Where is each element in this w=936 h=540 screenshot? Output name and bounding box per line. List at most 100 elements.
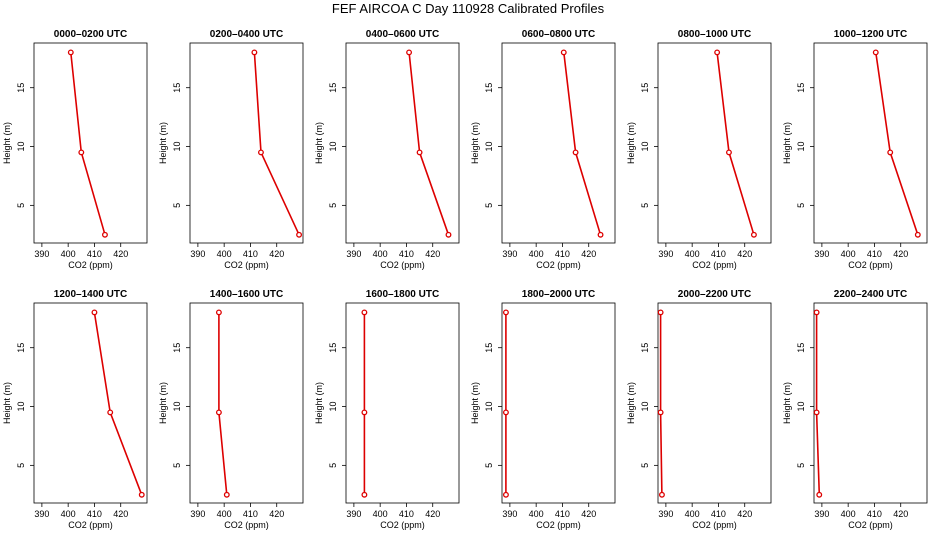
- x-tick-label: 390: [34, 249, 49, 259]
- y-tick-label: 10: [16, 402, 26, 412]
- x-axis-label: CO2 (ppm): [380, 260, 425, 270]
- profile-line: [408, 52, 450, 236]
- y-tick-label: 15: [484, 343, 494, 353]
- x-tick-label: 410: [867, 249, 882, 259]
- x-tick-label: 400: [217, 509, 232, 519]
- x-tick-label: 420: [269, 509, 284, 519]
- x-tick-label: 390: [346, 249, 361, 259]
- x-axis-label: CO2 (ppm): [68, 520, 113, 530]
- profile-point: [597, 231, 604, 238]
- plot-frame: [501, 302, 616, 504]
- y-tick-label: 10: [16, 142, 26, 152]
- panel-10: 1800–2000 UTC 390 400 410 420 5 10 15 CO2 (ppm) H…: [470, 289, 616, 530]
- x-tick-label: 420: [581, 509, 596, 519]
- profile-line: [253, 52, 300, 236]
- x-tick-label: 410: [399, 249, 414, 259]
- profile-point: [914, 231, 921, 238]
- x-tick-label: 410: [243, 509, 258, 519]
- plot-frame: [813, 302, 928, 504]
- profile-point: [502, 491, 509, 498]
- x-tick-label: 410: [243, 249, 258, 259]
- y-tick-label: 15: [328, 83, 338, 93]
- profile-line: [875, 52, 919, 236]
- profile-point: [251, 49, 258, 56]
- y-axis-label: Height (m): [470, 122, 480, 164]
- panel-grid: 0000–0200 UTC 390 400 410 420 5 10 15 CO2 (ppm) H…: [2, 29, 928, 530]
- x-tick-label: 420: [893, 249, 908, 259]
- profile-point: [572, 149, 579, 156]
- profile-line: [93, 312, 143, 496]
- y-tick-label: 10: [484, 142, 494, 152]
- y-tick-label: 15: [640, 343, 650, 353]
- profile-point: [361, 309, 368, 316]
- x-tick-label: 390: [814, 509, 829, 519]
- plot-frame: [657, 302, 772, 504]
- profile-line: [218, 312, 228, 495]
- x-tick-label: 420: [425, 509, 440, 519]
- profile-point: [657, 409, 664, 416]
- plot-frame: [189, 302, 304, 504]
- panel-title: 1400–1600 UTC: [210, 289, 283, 300]
- profile-point: [406, 49, 413, 56]
- x-tick-label: 410: [399, 509, 414, 519]
- x-tick-label: 390: [34, 509, 49, 519]
- y-axis-label: Height (m): [314, 382, 324, 424]
- x-tick-label: 410: [87, 249, 102, 259]
- panel-11: 2000–2200 UTC 390 400 410 420 5 10 15 CO2 (ppm) H…: [626, 289, 772, 530]
- panel-title: 0800–1000 UTC: [678, 29, 751, 40]
- profile-line: [815, 312, 821, 495]
- x-tick-label: 400: [373, 249, 388, 259]
- x-tick-label: 410: [711, 509, 726, 519]
- profile-point: [91, 309, 98, 316]
- y-tick-label: 10: [640, 402, 650, 412]
- x-tick-label: 420: [269, 249, 284, 259]
- x-tick-label: 400: [61, 509, 76, 519]
- profile-line: [716, 52, 755, 236]
- y-axis-label: Height (m): [158, 122, 168, 164]
- x-tick-label: 400: [61, 249, 76, 259]
- panel-2: 0200–0400 UTC 390 400 410 420 5 10 15 CO2 (ppm) H…: [158, 29, 304, 270]
- y-tick-label: 5: [328, 463, 338, 468]
- x-tick-label: 420: [737, 249, 752, 259]
- y-tick-label: 10: [484, 402, 494, 412]
- x-axis-label: CO2 (ppm): [380, 520, 425, 530]
- x-tick-label: 420: [425, 249, 440, 259]
- panel-title: 1000–1200 UTC: [834, 29, 907, 40]
- x-axis-label: CO2 (ppm): [68, 260, 113, 270]
- plot-frame: [189, 42, 304, 244]
- panel-6: 1000–1200 UTC 390 400 410 420 5 10 15 CO2 (ppm) H…: [782, 29, 928, 270]
- x-tick-label: 400: [373, 509, 388, 519]
- panel-5: 0800–1000 UTC 390 400 410 420 5 10 15 CO2 (ppm) H…: [626, 29, 772, 270]
- x-tick-label: 400: [217, 249, 232, 259]
- profile-point: [750, 231, 757, 238]
- profile-point: [361, 409, 368, 416]
- profile-point: [138, 491, 145, 498]
- panel-1: 0000–0200 UTC 390 400 410 420 5 10 15 CO2 (ppm) H…: [2, 29, 148, 270]
- y-tick-label: 10: [172, 142, 182, 152]
- profile-point: [215, 409, 222, 416]
- profile-point: [258, 149, 264, 156]
- x-tick-label: 390: [346, 509, 361, 519]
- panel-title: 0200–0400 UTC: [210, 29, 283, 40]
- y-tick-label: 5: [640, 463, 650, 468]
- x-axis-label: CO2 (ppm): [848, 520, 893, 530]
- plot-frame: [813, 42, 928, 244]
- x-axis-label: CO2 (ppm): [224, 260, 269, 270]
- panel-title: 1200–1400 UTC: [54, 289, 127, 300]
- x-tick-label: 420: [113, 509, 128, 519]
- profile-point: [67, 49, 74, 56]
- profile-point: [361, 491, 368, 498]
- x-tick-label: 410: [711, 249, 726, 259]
- profile-line: [70, 52, 106, 236]
- y-tick-label: 5: [796, 203, 806, 208]
- y-tick-label: 10: [172, 402, 182, 412]
- x-tick-label: 420: [737, 509, 752, 519]
- y-axis-label: Height (m): [470, 382, 480, 424]
- panel-title: 0400–0600 UTC: [366, 29, 439, 40]
- x-tick-label: 400: [841, 509, 856, 519]
- plot-frame: [345, 42, 460, 244]
- profile-point: [215, 309, 222, 316]
- panel-title: 1800–2000 UTC: [522, 289, 595, 300]
- profile-point: [102, 231, 108, 238]
- profile-point: [726, 149, 732, 156]
